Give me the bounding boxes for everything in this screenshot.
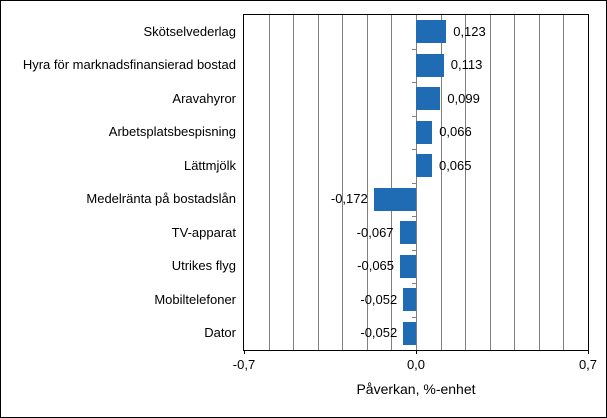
value-label: 0,123 (453, 23, 486, 39)
category-label: Medelränta på bostadslån (86, 191, 236, 207)
gridline (293, 15, 295, 350)
gridline (366, 15, 368, 350)
value-label: -0,065 (357, 258, 395, 274)
plot-area (243, 14, 589, 351)
category-label: Skötselvederlag (143, 23, 237, 39)
gridline (391, 15, 393, 350)
bar (403, 288, 417, 312)
bar (403, 321, 417, 345)
category-label: Hyra för marknadsfinansierad bostad (22, 57, 236, 73)
zero-axis-tick (412, 149, 416, 150)
bar (416, 154, 432, 178)
category-label: Arbetsplatsbespisning (108, 124, 236, 140)
bar (416, 120, 432, 144)
zero-axis-tick (412, 317, 416, 318)
value-label: 0,113 (450, 57, 483, 73)
gridline (342, 15, 344, 350)
category-label: Lättmjölk (183, 157, 236, 173)
gridline (317, 15, 319, 350)
gridline (268, 15, 270, 350)
bar (400, 254, 417, 278)
gridline (465, 15, 467, 350)
bar (416, 53, 444, 77)
value-label: -0,052 (360, 325, 398, 341)
value-label: -0,172 (330, 191, 368, 207)
category-label: Utrikes flyg (171, 258, 236, 274)
zero-axis-tick (412, 183, 416, 184)
zero-axis-tick (412, 49, 416, 50)
value-label: -0,067 (356, 224, 394, 240)
category-label: TV-apparat (171, 224, 236, 240)
gridline (563, 15, 565, 350)
value-label: 0,066 (439, 124, 472, 140)
zero-axis-tick (412, 216, 416, 217)
category-label: Mobiltelefoner (154, 291, 236, 307)
value-label: -0,052 (360, 291, 398, 307)
zero-axis-tick (412, 116, 416, 117)
x-axis-tick (416, 350, 417, 354)
category-label: Aravahyror (172, 90, 236, 106)
zero-axis-tick (412, 82, 416, 83)
bar (416, 87, 440, 111)
gridline (489, 15, 491, 350)
x-axis-tick-label: -0,7 (232, 357, 256, 372)
gridline (514, 15, 516, 350)
x-axis-tick-label: 0,0 (406, 357, 426, 372)
value-label: 0,065 (438, 157, 472, 173)
category-label: Dator (204, 325, 236, 341)
value-label: 0,099 (447, 90, 480, 106)
zero-axis-tick (412, 283, 416, 284)
zero-axis-tick (412, 250, 416, 251)
x-axis-title: Påverkan, %-enhet (356, 381, 476, 397)
bar (373, 187, 416, 211)
bar (399, 221, 416, 245)
gridline (440, 15, 442, 350)
gridline (416, 15, 417, 350)
x-axis-tick (588, 350, 589, 354)
x-axis-tick (244, 350, 245, 354)
x-axis-tick-label: 0,7 (578, 357, 598, 372)
bar (416, 20, 446, 44)
gridline (538, 15, 540, 350)
